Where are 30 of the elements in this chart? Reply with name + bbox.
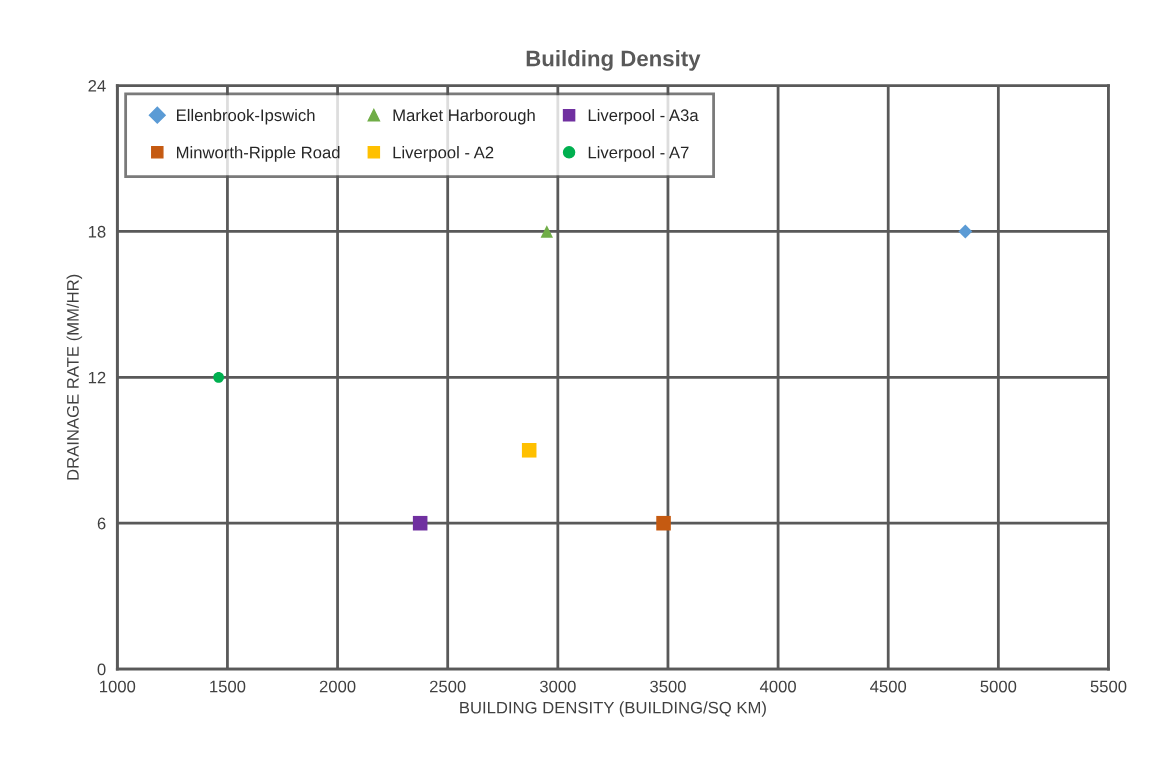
x-tick-label: 5000 (980, 680, 1017, 693)
y-tick-label: 18 (88, 225, 106, 238)
legend-label: Ellenbrook-Ipswich (177, 108, 315, 125)
point (958, 224, 973, 239)
legend-label: Liverpool - A7 (588, 146, 689, 162)
x-tick-label: 2000 (319, 680, 356, 693)
x-tick-label: 4000 (759, 680, 796, 693)
x-tick-label: 4500 (870, 680, 907, 693)
chart-title: Building Density (526, 50, 701, 71)
x-axis-title: BUILDING DENSITY (BUILDING/SQ KM) (460, 701, 766, 717)
x-tick-label: 1500 (210, 680, 246, 693)
legend-label: Liverpool - A2 (393, 146, 494, 162)
legend-label: Market Harborough (393, 108, 535, 125)
y-tick-label: 12 (88, 371, 106, 384)
point (656, 515, 671, 531)
y-tick-label: 24 (88, 79, 106, 92)
point (213, 371, 224, 383)
point (521, 442, 537, 458)
x-tick-label: 1000 (100, 680, 136, 693)
point (540, 225, 554, 238)
legend-label: Minworth-Ripple Road (177, 146, 340, 162)
x-tick-label: 5500 (1090, 680, 1127, 693)
x-tick-label: 3000 (539, 680, 576, 693)
legend-label: Liverpool - A3a (588, 108, 699, 125)
y-tick-label: 6 (97, 517, 106, 530)
x-tick-label: 3500 (650, 680, 686, 693)
point (412, 515, 428, 531)
y-axis-title: DRAINAGE RATE (MM/HR) (66, 274, 83, 480)
x-tick-label: 2500 (430, 680, 466, 693)
y-tick-label: 0 (97, 663, 106, 676)
